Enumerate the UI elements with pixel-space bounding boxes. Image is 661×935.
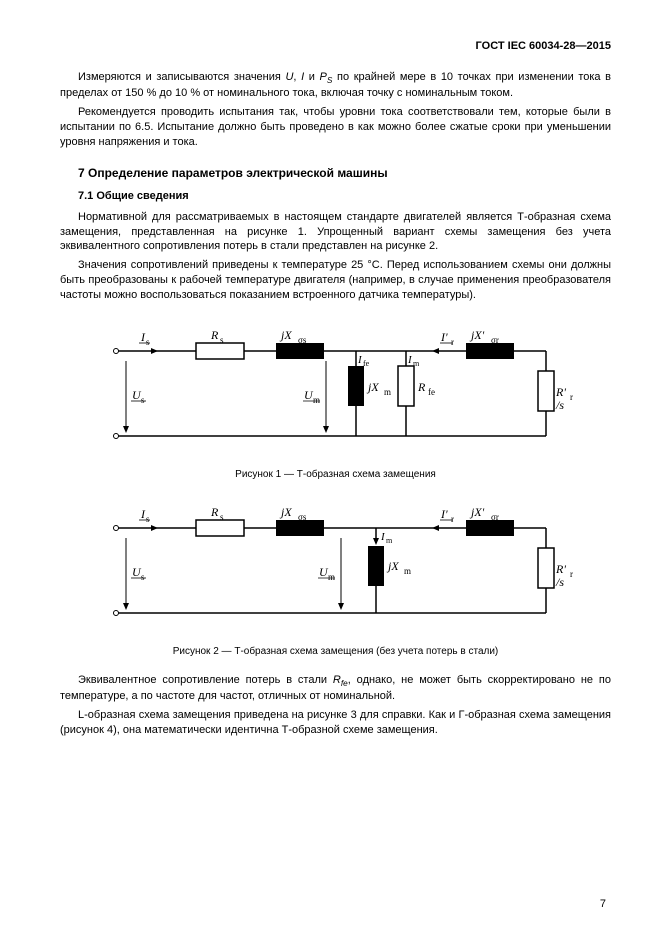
svg-text:/s: /s [555,398,564,412]
paragraph-6: L-образная схема замещения приведена на … [60,708,611,738]
page-number: 7 [600,898,606,910]
svg-text:fe: fe [428,387,435,397]
figure-2-circuit: I s R s jX σs I' r jX' σr R' r /s I m jX [96,498,576,638]
svg-text:m: m [384,387,391,397]
svg-text:jX: jX [279,328,292,342]
svg-text:r: r [451,337,454,347]
svg-text:R': R' [555,562,566,576]
svg-text:σr: σr [491,335,499,345]
svg-text:I': I' [440,507,448,521]
svg-text:s: s [220,335,224,345]
svg-text:m: m [328,572,335,582]
svg-text:m: m [386,536,393,545]
svg-text:s: s [141,395,145,405]
svg-text:σs: σs [298,512,307,522]
doc-id: ГОСТ IEC 60034-28—2015 [60,40,611,52]
svg-text:s: s [146,514,150,524]
paragraph-3: Нормативной для рассматриваемых в настоя… [60,210,611,255]
figure-2-caption: Рисунок 2 — Т-образная схема замещения (… [60,646,611,657]
svg-text:R: R [210,328,219,342]
svg-text:s: s [146,337,150,347]
svg-text:R': R' [555,385,566,399]
svg-text:jX: jX [279,505,292,519]
svg-text:jX': jX' [469,328,485,342]
svg-text:jX: jX [366,380,379,394]
svg-text:σr: σr [491,512,499,522]
svg-text:r: r [451,514,454,524]
svg-text:jX: jX [386,559,399,573]
svg-text:I': I' [440,330,448,344]
svg-text:R: R [417,380,426,394]
subsection-7-1: 7.1 Общие сведения [78,190,611,202]
svg-text:r: r [570,392,573,402]
heading-7: 7 Определение параметров электрической м… [78,166,611,180]
svg-text:r: r [570,569,573,579]
svg-text:/s: /s [555,575,564,589]
paragraph-1: Измеряются и записываются значения U, I … [60,70,611,101]
svg-text:σs: σs [298,335,307,345]
svg-text:s: s [141,572,145,582]
svg-text:R: R [210,505,219,519]
svg-text:s: s [220,512,224,522]
svg-text:m: m [404,566,411,576]
paragraph-2: Рекомендуется проводить испытания так, ч… [60,105,611,150]
paragraph-4: Значения сопротивлений приведены к темпе… [60,258,611,303]
svg-text:m: m [313,395,320,405]
svg-text:jX': jX' [469,505,485,519]
figure-1-caption: Рисунок 1 — Т-образная схема замещения [60,469,611,480]
paragraph-5: Эквивалентное сопротивление потерь в ста… [60,673,611,704]
figure-1-circuit: I s R s jX σs I' r jX' σr R' r /s [96,321,576,461]
